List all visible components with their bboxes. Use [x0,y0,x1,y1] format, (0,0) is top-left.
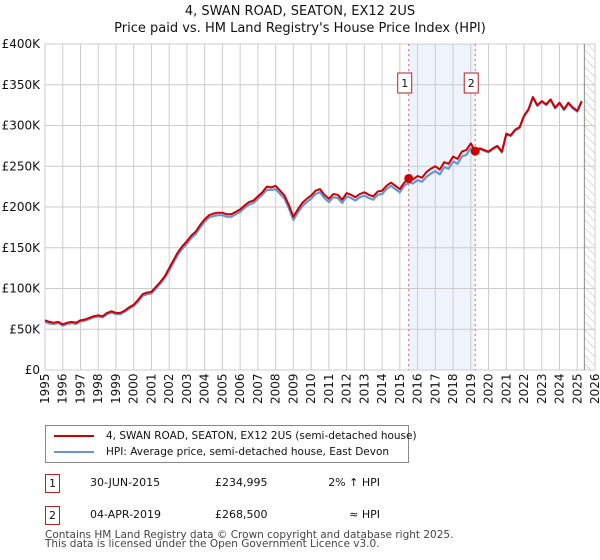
chart-subtitle: Price paid vs. HM Land Registry's House … [114,21,486,36]
sale-label-box [463,72,479,94]
x-tick-label: 2000 [127,373,141,404]
sale-label-box [397,72,413,94]
x-tick-label: 2006 [233,373,247,404]
y-tick-label: £350K [2,78,42,92]
x-tick-label: 2002 [162,373,176,404]
x-tick-label: 1996 [56,373,70,404]
x-tick-label: 2019 [464,373,478,404]
y-tick-label: £150K [2,241,42,255]
x-tick-label: 1998 [91,373,105,404]
x-tick-label: 2023 [535,373,549,404]
sale-price: £234,995 [215,476,268,489]
x-tick-label: 2007 [251,373,265,404]
x-tick-label: 2009 [286,373,300,404]
sale-date: 30-JUN-2015 [90,476,161,489]
x-tick-label: 2017 [428,373,442,404]
x-tick-label: 2014 [375,373,389,404]
x-tick-label: 2008 [269,373,283,404]
y-tick-label: £200K [2,200,42,214]
x-tick-label: 1999 [109,373,123,404]
x-tick-label: 2021 [499,373,513,404]
x-tick-label: 2016 [411,373,425,404]
x-tick-label: 2018 [446,373,460,404]
sale-label-number: 2 [468,77,475,90]
property-price-line [44,96,583,326]
sale-point [470,146,480,156]
hpi-line [44,96,583,327]
x-tick-label: 2025 [570,373,584,404]
y-tick-label: £300K [2,119,42,133]
sale-hpi-comparison: ≈ HPI [349,508,380,521]
y-tick-label: £100K [2,282,42,296]
x-tick-label: 2024 [553,373,567,404]
x-tick-label: 2005 [215,373,229,404]
sale-hpi-comparison: 2% ↑ HPI [328,476,380,489]
sale-label-number: 1 [401,77,408,90]
attribution-footer: Contains HM Land Registry data © Crown c… [45,529,454,550]
legend-label-property: 4, SWAN ROAD, SEATON, EX12 2US (semi-det… [106,430,417,442]
footer-line-2: This data is licensed under the Open Gov… [45,538,380,550]
x-tick-label: 2004 [198,373,212,404]
sale-date: 04-APR-2019 [90,508,162,521]
y-tick-label: £250K [2,159,42,173]
sale-point [404,173,414,183]
chart-title: 4, SWAN ROAD, SEATON, EX12 2US [184,4,416,19]
legend-label-hpi: HPI: Average price, semi-detached house,… [106,446,390,458]
x-tick-label: 2012 [340,373,354,404]
price-chart: £0 £50K £100K £150K £200K £250K £300K £350K £400… [2,37,600,404]
footer-line-1: Contains HM Land Registry data © Crown c… [45,529,454,541]
x-tick-label: 2015 [393,373,407,404]
x-tick-label: 2013 [357,373,371,404]
y-tick-label: £400K [2,37,42,51]
chart-legend: 4, SWAN ROAD, SEATON, EX12 2US (semi-det… [45,425,417,463]
x-tick-label: 2010 [304,373,318,404]
legend-swatch-property [54,435,94,437]
legend-swatch-hpi [54,451,94,453]
sale-number-badge: 2 [45,506,60,525]
y-tick-label: £50K [9,322,41,336]
x-tick-label: 2003 [180,373,194,404]
sale-number-badge: 1 [45,474,60,493]
x-tick-label: 2026 [588,373,600,404]
x-tick-label: 1997 [73,373,87,404]
x-tick-label: 2001 [144,373,158,404]
x-tick-label: 2011 [322,373,336,404]
x-tick-label: 2022 [517,373,531,404]
y-tick-label: £0 [25,363,40,377]
sale-price: £268,500 [215,508,268,521]
x-tick-label: 2020 [482,373,496,404]
x-tick-label: 1995 [38,373,52,404]
